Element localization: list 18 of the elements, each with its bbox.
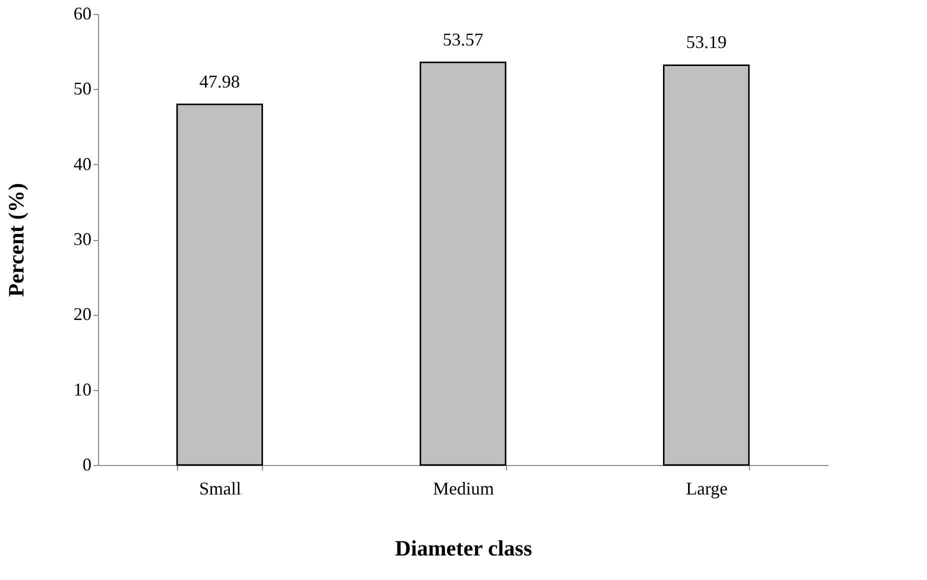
bar — [663, 64, 750, 466]
bar — [176, 104, 263, 466]
data-label: 53.57 — [442, 29, 484, 50]
y-axis-title: Percent (%) — [4, 183, 28, 297]
y-tick-label: 10 — [74, 379, 92, 400]
y-tick-label: 20 — [74, 304, 92, 324]
x-tick-label: Large — [686, 478, 728, 498]
y-tick-label: 60 — [74, 4, 92, 24]
x-tick-label: Medium — [433, 478, 494, 498]
y-tick-label: 50 — [74, 78, 92, 99]
y-tick-label: 30 — [74, 229, 92, 249]
y-tick-label: 0 — [82, 454, 92, 474]
data-label: 47.98 — [199, 71, 240, 92]
y-tick-label: 40 — [74, 154, 92, 174]
x-tick-label: Small — [199, 478, 242, 498]
x-axis-title: Diameter class — [394, 536, 532, 560]
data-label: 53.19 — [686, 32, 727, 52]
bar — [420, 62, 506, 466]
